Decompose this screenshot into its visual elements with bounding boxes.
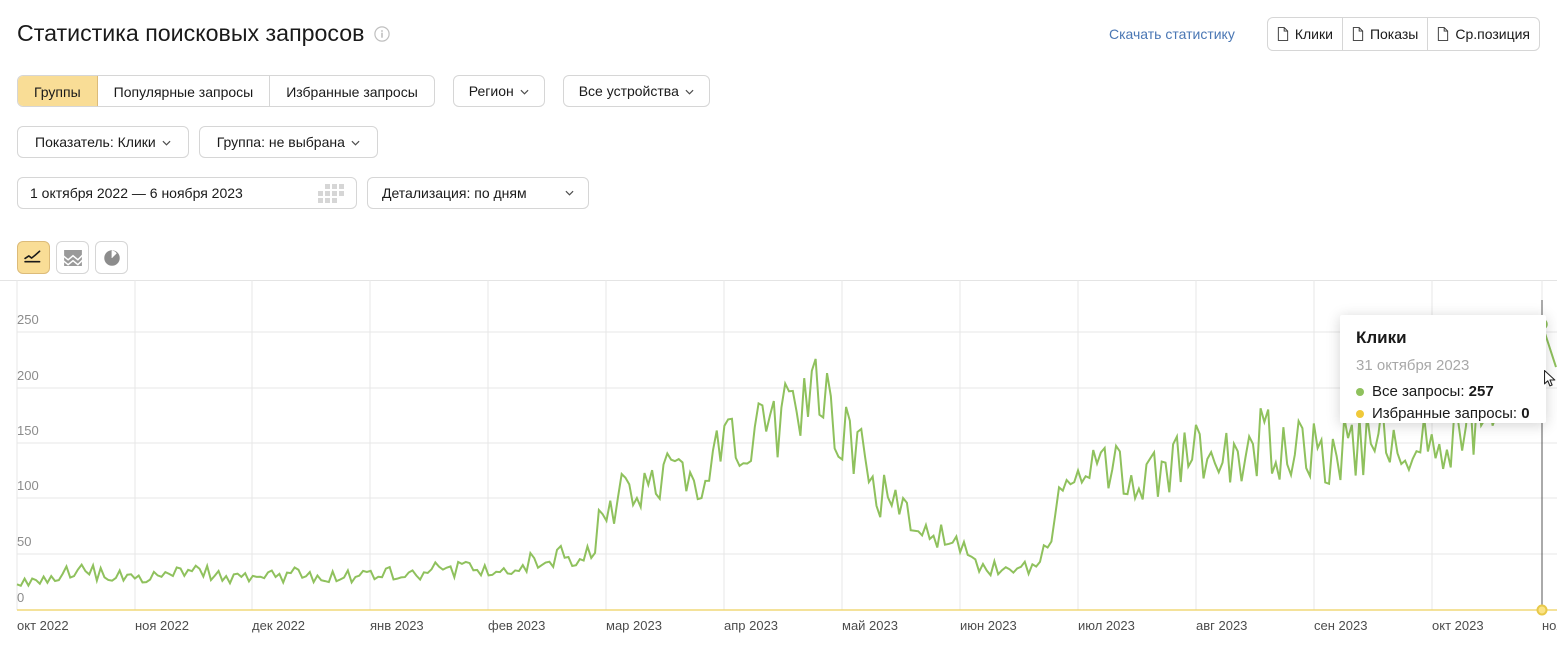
svg-text:мар 2023: мар 2023 [606,618,662,633]
svg-text:150: 150 [17,423,39,438]
svg-text:250: 250 [17,312,39,327]
svg-text:май 2023: май 2023 [842,618,898,633]
svg-text:окт 2022: окт 2022 [17,618,69,633]
svg-text:дек 2022: дек 2022 [252,618,305,633]
svg-text:0: 0 [17,590,24,605]
svg-text:окт 2023: окт 2023 [1432,618,1484,633]
svg-text:100: 100 [17,478,39,493]
svg-text:янв 2023: янв 2023 [370,618,424,633]
svg-text:июл 2023: июл 2023 [1078,618,1135,633]
svg-text:июн 2023: июн 2023 [960,618,1017,633]
svg-text:ноя 2023: ноя 2023 [1542,618,1557,633]
svg-text:ноя 2022: ноя 2022 [135,618,189,633]
svg-text:авг 2023: авг 2023 [1196,618,1247,633]
svg-text:50: 50 [17,534,31,549]
svg-text:200: 200 [17,368,39,383]
svg-text:фев 2023: фев 2023 [488,618,545,633]
svg-text:апр 2023: апр 2023 [724,618,778,633]
svg-text:сен 2023: сен 2023 [1314,618,1367,633]
